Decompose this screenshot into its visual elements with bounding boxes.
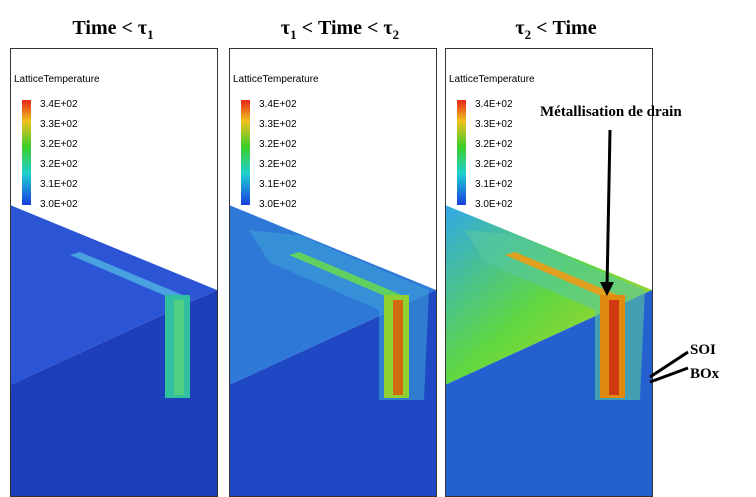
colorbar	[241, 100, 250, 205]
colorbar	[22, 100, 31, 205]
panel-title: τ2 < Time	[515, 17, 596, 42]
legend-label: 3.3E+02	[475, 119, 513, 130]
streak	[289, 252, 404, 302]
panel-title: τ1 < Time < τ2	[281, 17, 399, 42]
legend-label: 3.3E+02	[259, 119, 297, 130]
hot-core	[609, 300, 619, 395]
legend-label: 3.2E+02	[475, 159, 513, 170]
legend-label: 3.3E+02	[40, 119, 78, 130]
legend-label: 3.1E+02	[40, 179, 78, 190]
legend-label: 3.0E+02	[475, 199, 513, 210]
legend-label: 3.1E+02	[475, 179, 513, 190]
title-part: Time < τ	[72, 17, 147, 39]
top-face	[10, 205, 217, 385]
panel-title: Time < τ1	[72, 17, 153, 42]
legend-label: 3.4E+02	[475, 99, 513, 110]
streak	[505, 252, 620, 302]
legend-label: 3.2E+02	[259, 159, 297, 170]
arrow	[649, 350, 689, 379]
panel: LatticeTemperature 3.4E+02 3.3E+02 3.2E+02 3…	[229, 17, 437, 497]
panel: LatticeTemperature 3.4E+02 3.3E+02 3.2E+02 3…	[445, 17, 653, 497]
title-part: 1	[290, 27, 297, 42]
legend-label: 3.4E+02	[259, 99, 297, 110]
legend-label: 3.0E+02	[40, 199, 78, 210]
streak	[70, 252, 185, 302]
legend-label: 3.2E+02	[40, 139, 78, 150]
legend-title: LatticeTemperature	[14, 74, 100, 85]
legend-title: LatticeTemperature	[449, 74, 535, 85]
annotation: Métallisation de drain	[540, 104, 682, 120]
legend-label: 3.2E+02	[475, 139, 513, 150]
title-part: < Time < τ	[297, 17, 393, 39]
annotation: SOI	[690, 342, 716, 358]
legend-label: 3.1E+02	[259, 179, 297, 190]
hot-core	[174, 300, 184, 395]
title-part: 1	[147, 27, 154, 42]
title-part: 2	[525, 27, 532, 42]
hot-core	[393, 300, 403, 395]
title-part: < Time	[531, 17, 597, 39]
title-part: τ	[281, 17, 290, 39]
legend-label: 3.2E+02	[259, 139, 297, 150]
legend-label: 3.2E+02	[40, 159, 78, 170]
arrow	[649, 366, 689, 384]
title-part: τ	[515, 17, 524, 39]
legend-label: 3.4E+02	[40, 99, 78, 110]
annotation: BOx	[690, 366, 720, 382]
colorbar	[457, 100, 466, 205]
panel: LatticeTemperature 3.4E+02 3.3E+02 3.2E+02 3…	[10, 17, 218, 497]
panels: LatticeTemperature 3.4E+02 3.3E+02 3.2E+02 3…	[10, 17, 653, 497]
title-part: 2	[393, 27, 400, 42]
arrow	[605, 129, 612, 289]
legend-label: 3.0E+02	[259, 199, 297, 210]
legend-title: LatticeTemperature	[233, 74, 319, 85]
arrow-head	[600, 282, 614, 296]
